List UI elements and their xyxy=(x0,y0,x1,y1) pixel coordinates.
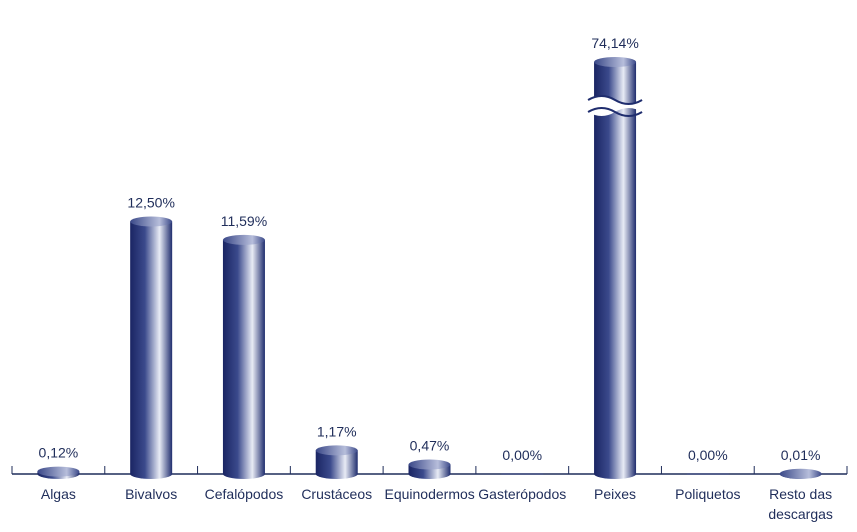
value-label: 11,59% xyxy=(221,213,267,229)
bar xyxy=(222,234,265,479)
x-tick-label: Gasterópodos xyxy=(478,486,567,502)
value-label: 0,47% xyxy=(410,438,450,454)
value-label: 1,17% xyxy=(317,423,357,439)
x-tick-label: Poliquetos xyxy=(675,486,741,502)
x-tick-label: Cefalópodos xyxy=(204,486,284,502)
bar xyxy=(37,466,80,479)
x-tick-label: Crustáceos xyxy=(301,486,373,502)
x-tick-label: Resto das descargas xyxy=(768,486,833,522)
x-tick-label: Peixes xyxy=(594,486,637,502)
bar xyxy=(779,468,822,479)
x-tick-label: Equinodermos xyxy=(384,486,475,502)
value-label: 12,50% xyxy=(127,195,174,211)
value-label: 74,14% xyxy=(591,35,638,51)
x-tick-label: Bivalvos xyxy=(125,486,178,502)
value-label: 0,01% xyxy=(781,447,821,463)
bar xyxy=(130,216,173,479)
x-tick-label: Algas xyxy=(40,486,76,502)
value-label: 0,12% xyxy=(39,445,79,461)
value-label: 0,00% xyxy=(502,447,542,463)
bar xyxy=(315,445,358,479)
bar xyxy=(408,459,451,479)
bar xyxy=(587,57,643,479)
value-label: 0,00% xyxy=(688,447,728,463)
